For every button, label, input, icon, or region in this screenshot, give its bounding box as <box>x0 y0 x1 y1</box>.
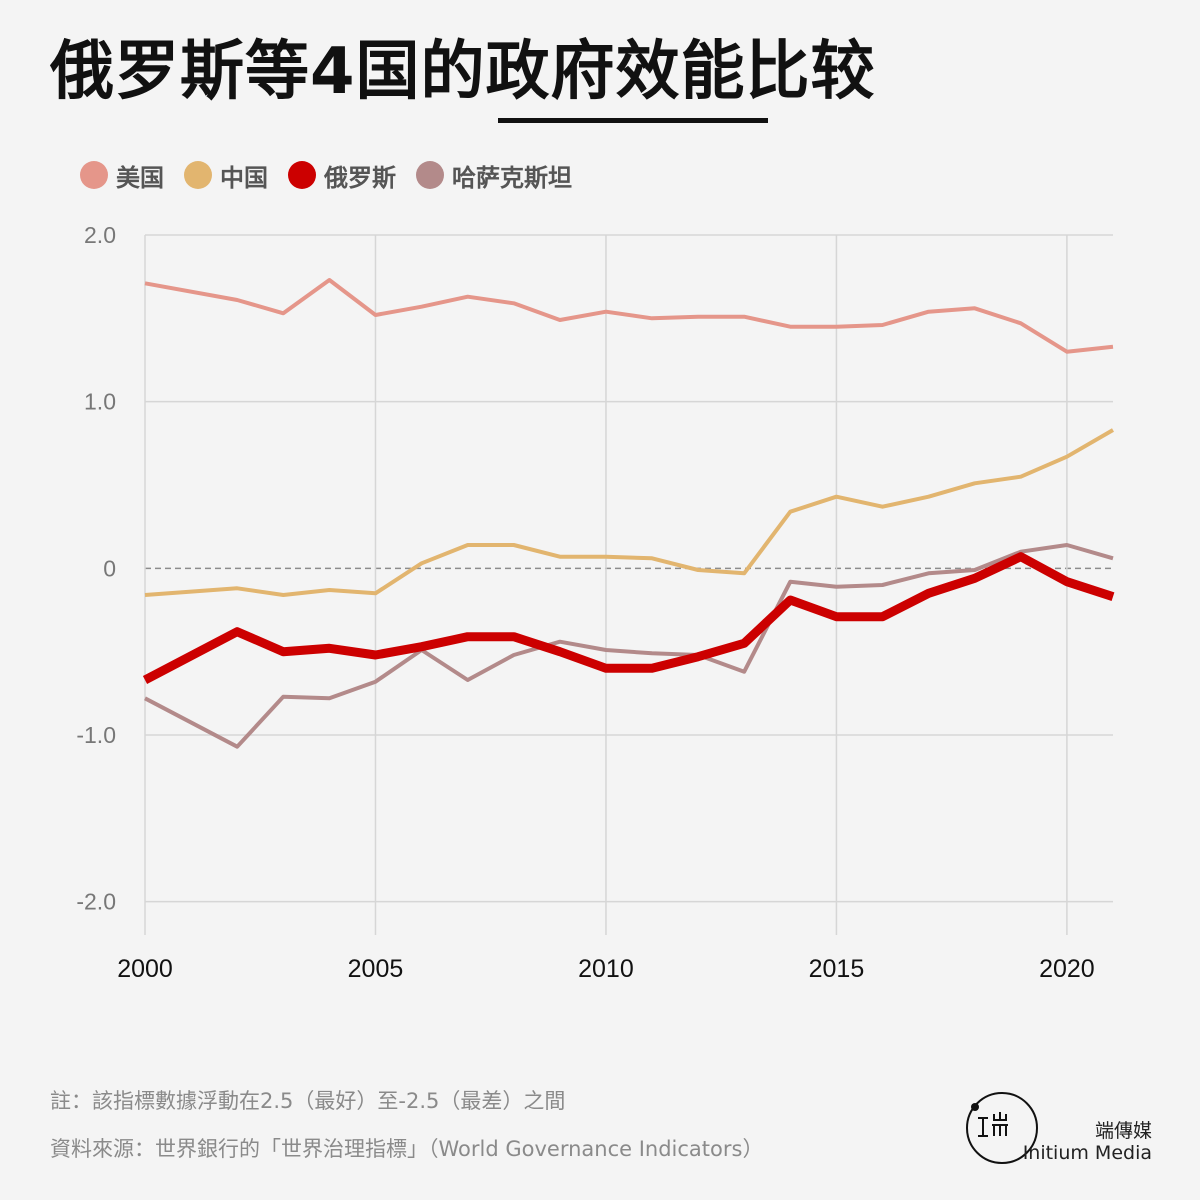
legend-dot-kazakhstan <box>416 161 444 189</box>
series-line-russia <box>142 552 1115 684</box>
source-note: 資料來源：世界銀行的「世界治理指標」（World Governance Indi… <box>50 1137 764 1161</box>
x-tick-label: 2005 <box>348 955 404 983</box>
y-tick-label: 0 <box>103 555 116 581</box>
title-underline <box>498 118 768 123</box>
brand-name-english: Initium Media <box>1022 1142 1152 1164</box>
legend-item-kazakhstan: 哈萨克斯坦 <box>416 158 572 193</box>
x-tick-label: 2015 <box>809 955 865 983</box>
y-tick-label: 1.0 <box>84 389 116 415</box>
x-tick-label: 2000 <box>117 955 173 983</box>
legend: 美国 中国 俄罗斯 哈萨克斯坦 <box>80 156 592 194</box>
y-tick-label: -2.0 <box>76 889 116 915</box>
x-tick-label: 2020 <box>1039 955 1095 983</box>
chart-title: 俄罗斯等4国的政府效能比较 <box>50 35 876 109</box>
footnote: 註：該指標數據浮動在2.5（最好）至-2.5（最差）之間 <box>50 1089 566 1113</box>
legend-label-usa: 美国 <box>116 163 164 192</box>
legend-item-russia: 俄罗斯 <box>288 158 396 193</box>
legend-dot-russia <box>288 161 316 189</box>
brand-name-chinese: 端傳媒 <box>1094 1120 1152 1142</box>
legend-label-russia: 俄罗斯 <box>324 163 396 192</box>
y-tick-label: 2.0 <box>84 222 116 248</box>
series-line-china <box>144 428 1115 597</box>
y-tick-label: -1.0 <box>76 722 116 748</box>
initium-logo-icon <box>966 1092 1038 1164</box>
legend-label-kazakhstan: 哈萨克斯坦 <box>452 163 572 192</box>
legend-item-usa: 美国 <box>80 158 164 193</box>
axis-layer: 2.0 1.0 0 -1.0 -2.0 2000 2005 2010 2015 2020 <box>76 222 1094 983</box>
series-layer <box>142 278 1115 749</box>
legend-item-china: 中国 <box>184 158 268 193</box>
legend-label-china: 中国 <box>220 163 268 192</box>
legend-dot-china <box>184 161 212 189</box>
x-tick-label: 2010 <box>578 955 634 983</box>
series-line-usa <box>144 278 1114 354</box>
legend-dot-usa <box>80 161 108 189</box>
series-line-kazakhstan <box>144 543 1114 749</box>
